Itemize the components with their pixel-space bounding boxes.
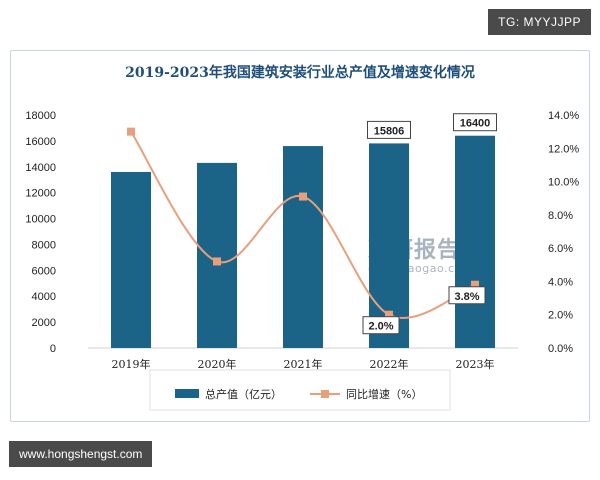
y-left-tick-label: 12000: [25, 188, 56, 200]
bar-data-label: 15806: [374, 125, 405, 137]
bar-2: [197, 162, 237, 348]
y-right-tick-label: 4.0%: [548, 276, 573, 288]
x-tick-label: 2019年: [112, 357, 151, 371]
y-right-tick-label: 2.0%: [548, 310, 573, 322]
legend-line-label: 同比增速（%）: [346, 387, 422, 401]
y-right-tick-label: 8.0%: [548, 210, 573, 222]
y-left-tick-label: 6000: [32, 265, 56, 277]
line-label-box: [362, 316, 400, 335]
y-right-tick-label: 10.0%: [548, 177, 579, 189]
line-point-1: [127, 127, 135, 136]
legend-bar-swatch: [175, 389, 199, 398]
legend-bar-label: 总产值（亿元）: [205, 387, 282, 401]
line-point-5: [471, 280, 479, 289]
y-right-tick-label: 14.0%: [548, 110, 579, 122]
chart-title: 2019-2023年我国建筑安装行业总产值及增速变化情况: [125, 65, 475, 81]
line-point-2: [213, 257, 221, 266]
legend-box: [149, 369, 451, 411]
x-tick-label: 2022年: [370, 357, 409, 371]
y-left-tick-label: 0: [50, 343, 56, 355]
y-left-tick-label: 4000: [32, 291, 56, 303]
y-left-tick-label: 2000: [32, 317, 56, 329]
line-data-label: 3.8%: [454, 291, 479, 303]
line-data-label: 2.0%: [368, 321, 393, 333]
x-tick-label: 2020年: [198, 357, 237, 371]
y-left-tick-label: 16000: [25, 136, 56, 148]
y-right-tick-label: 0.0%: [548, 343, 573, 355]
bar-data-label: 16400: [460, 118, 491, 130]
bar-label-box: [367, 120, 411, 139]
bar-5: [455, 135, 495, 348]
y-left-tick-label: 10000: [25, 214, 56, 226]
bar-label-box: [453, 113, 497, 132]
y-left-tick-label: 18000: [25, 110, 56, 122]
bar-1: [111, 171, 151, 348]
bar-3: [283, 146, 323, 348]
y-left-tick-label: 14000: [25, 162, 56, 174]
y-right-tick-label: 12.0%: [548, 143, 579, 155]
website-badge[interactable]: www.hongshengst.com: [9, 441, 153, 467]
telegram-badge: TG: MYYJJPP: [488, 9, 591, 35]
line-point-3: [299, 192, 307, 201]
x-tick-label: 2023年: [456, 357, 495, 371]
y-left-tick-label: 8000: [32, 239, 56, 251]
line-label-box: [448, 286, 486, 305]
y-right-tick-label: 6.0%: [548, 243, 573, 255]
line-point-4: [385, 310, 393, 319]
legend-line-marker: [321, 390, 329, 398]
x-tick-label: 2021年: [284, 357, 323, 371]
